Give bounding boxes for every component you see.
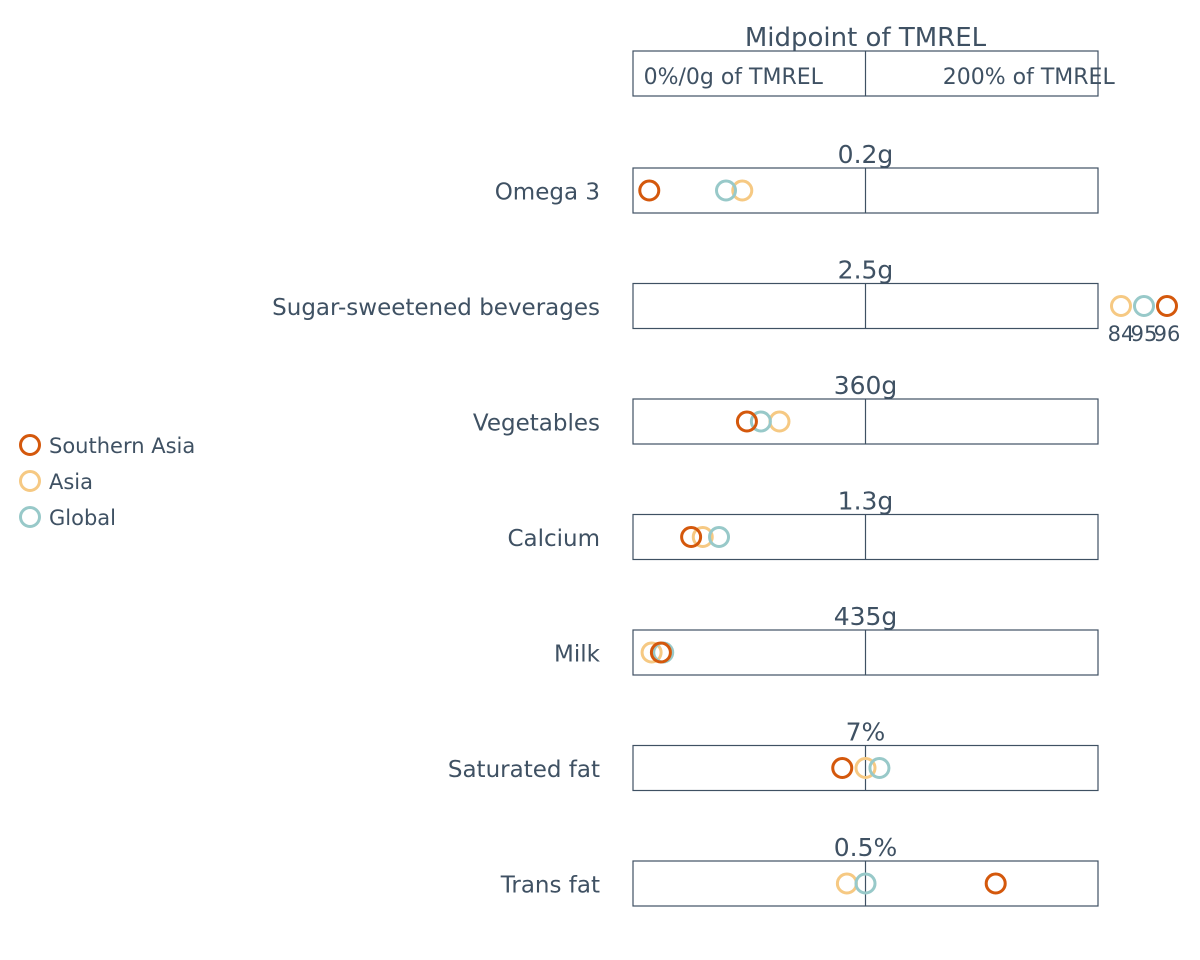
point-vegetables-southern-asia bbox=[735, 410, 758, 433]
row-midpoint-label: 435g bbox=[834, 602, 898, 631]
row-midpoint-label: 7% bbox=[846, 718, 886, 747]
point-trans-fat-southern-asia bbox=[984, 872, 1007, 895]
row-label: Trans fat bbox=[500, 873, 600, 899]
header-left-label: 0%/0g of TMREL bbox=[644, 65, 824, 90]
overflow-value-label: 95 bbox=[1131, 322, 1158, 346]
point-calcium-southern-asia bbox=[680, 526, 703, 548]
point-vegetables-global bbox=[749, 410, 772, 433]
overflow-point-southern-asia bbox=[1156, 295, 1178, 317]
row-label: Calcium bbox=[507, 526, 600, 552]
point-milk-southern-asia bbox=[649, 641, 672, 664]
point-omega-3-southern-asia bbox=[638, 179, 661, 202]
row-midpoint-label: 2.5g bbox=[838, 256, 894, 285]
legend-marker-southern-asia bbox=[19, 434, 41, 456]
row-label: Omega 3 bbox=[495, 180, 600, 206]
header-right-label: 200% of TMREL bbox=[943, 65, 1116, 90]
row-midpoint-label: 1.3g bbox=[838, 487, 894, 516]
point-calcium-global bbox=[708, 526, 731, 548]
legend-label: Asia bbox=[49, 470, 93, 494]
point-vegetables-asia bbox=[768, 410, 791, 433]
header-title: Midpoint of TMREL bbox=[745, 23, 987, 53]
point-calcium-asia bbox=[691, 526, 714, 548]
overflow-value-label: 96 bbox=[1154, 322, 1181, 346]
point-trans-fat-global bbox=[854, 872, 877, 895]
legend-label: Southern Asia bbox=[49, 434, 195, 458]
point-saturated-fat-asia bbox=[854, 757, 877, 779]
point-omega-3-asia bbox=[731, 179, 754, 202]
row-midpoint-label: 0.2g bbox=[838, 140, 894, 169]
point-saturated-fat-global bbox=[868, 757, 891, 779]
legend-marker-asia bbox=[19, 470, 41, 492]
row-midpoint-label: 0.5% bbox=[834, 833, 898, 862]
point-omega-3-global bbox=[715, 179, 737, 202]
row-label: Milk bbox=[554, 642, 601, 668]
row-label: Saturated fat bbox=[448, 757, 600, 783]
point-saturated-fat-southern-asia bbox=[831, 757, 854, 779]
row-label: Sugar-sweetened beverages bbox=[272, 295, 600, 321]
point-trans-fat-asia bbox=[835, 872, 858, 895]
row-label: Vegetables bbox=[473, 411, 600, 437]
legend-label: Global bbox=[49, 506, 116, 530]
point-milk-asia bbox=[640, 641, 663, 664]
overflow-point-global bbox=[1133, 295, 1155, 317]
row-midpoint-label: 360g bbox=[834, 371, 898, 400]
legend-marker-global bbox=[19, 506, 41, 528]
overflow-point-asia bbox=[1110, 295, 1132, 317]
overflow-value-label: 84 bbox=[1108, 322, 1135, 346]
